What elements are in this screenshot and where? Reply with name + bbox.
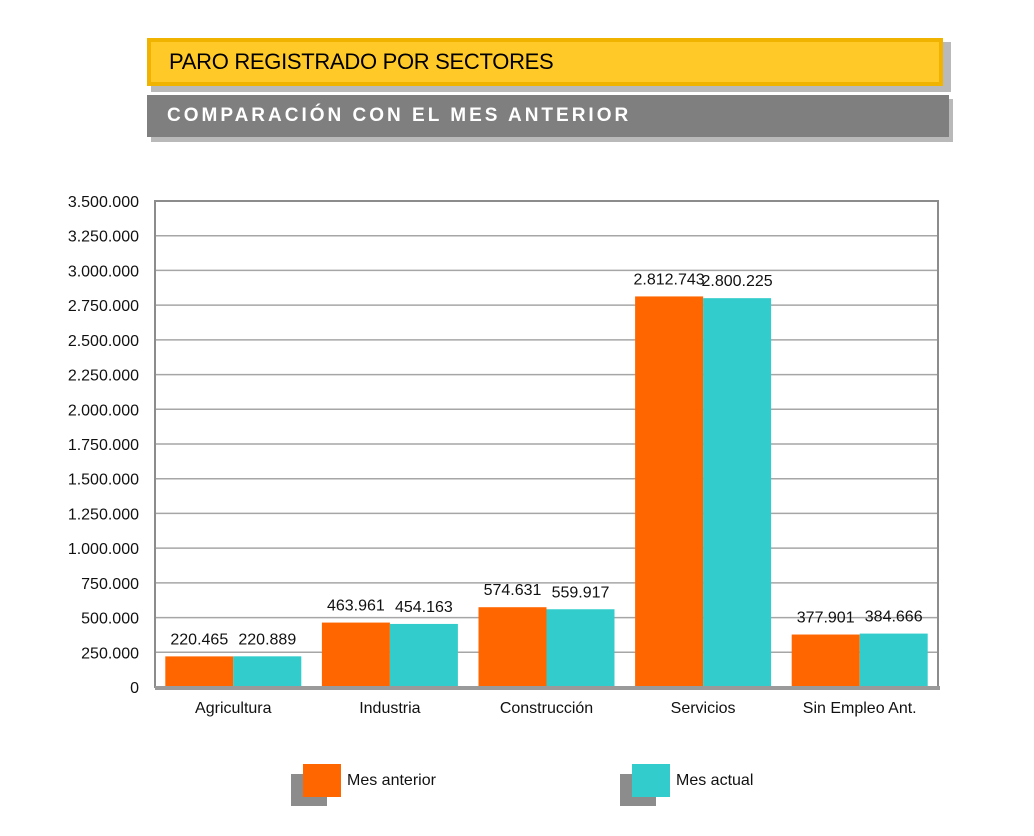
legend-swatch-mes-anterior bbox=[303, 764, 341, 797]
legend-label-mes-anterior: Mes anterior bbox=[347, 772, 436, 789]
y-tick-label: 3.250.000 bbox=[68, 229, 139, 246]
y-tick-label: 2.750.000 bbox=[68, 298, 139, 315]
y-tick-label: 0 bbox=[130, 680, 139, 697]
data-label: 220.889 bbox=[238, 631, 296, 648]
chart-title: PARO REGISTRADO POR SECTORES bbox=[147, 38, 943, 86]
gridlines bbox=[155, 200, 938, 654]
bar-mes-anterior bbox=[165, 656, 234, 687]
y-tick-label: 1.000.000 bbox=[68, 541, 139, 558]
x-axis-tick-labels: Agricultura Industria Construcción Servicio… bbox=[195, 700, 917, 717]
data-labels: 220.465 220.889 463.961 454.163 574.631 559.9… bbox=[170, 271, 922, 648]
data-label: 220.465 bbox=[170, 631, 228, 648]
y-tick-label: 3.500.000 bbox=[68, 194, 139, 211]
data-label: 2.812.743 bbox=[634, 271, 705, 288]
legend-label-mes-actual: Mes actual bbox=[676, 772, 754, 789]
y-tick-label: 250.000 bbox=[81, 645, 139, 662]
x-tick-label: Servicios bbox=[671, 700, 736, 717]
bar-mes-actual bbox=[859, 633, 928, 687]
y-tick-label: 1.500.000 bbox=[68, 472, 139, 489]
x-tick-label: Industria bbox=[359, 700, 420, 717]
data-label: 377.901 bbox=[797, 610, 855, 627]
bar-mes-actual bbox=[233, 656, 302, 687]
x-tick-label: Construcción bbox=[500, 700, 593, 717]
bar-mes-actual bbox=[703, 298, 772, 687]
y-tick-label: 2.000.000 bbox=[68, 402, 139, 419]
data-label: 2.800.225 bbox=[702, 273, 773, 290]
data-label: 384.666 bbox=[865, 609, 923, 626]
y-tick-label: 1.750.000 bbox=[68, 437, 139, 454]
bar-mes-anterior bbox=[478, 607, 547, 687]
x-tick-label: Agricultura bbox=[195, 700, 272, 717]
y-tick-label: 500.000 bbox=[81, 611, 139, 628]
y-axis-tick-labels: 0 250.000 500.000 750.000 1.000.000 1.250.000… bbox=[68, 194, 139, 697]
y-tick-label: 3.000.000 bbox=[68, 263, 139, 280]
legend-swatch-mes-actual bbox=[632, 764, 670, 797]
bar-mes-actual bbox=[389, 623, 458, 687]
chart-subtitle: COMPARACIÓN CON EL MES ANTERIOR bbox=[147, 95, 949, 137]
y-tick-label: 750.000 bbox=[81, 576, 139, 593]
bar-mes-anterior bbox=[321, 622, 390, 687]
bar-mes-anterior bbox=[791, 634, 860, 687]
y-tick-label: 2.250.000 bbox=[68, 368, 139, 385]
y-tick-label: 2.500.000 bbox=[68, 333, 139, 350]
legend-item-mes-anterior: Mes anterior bbox=[291, 764, 436, 806]
bar-mes-actual bbox=[546, 609, 615, 687]
data-label: 574.631 bbox=[484, 582, 542, 599]
y-tick-label: 1.250.000 bbox=[68, 506, 139, 523]
data-label: 463.961 bbox=[327, 598, 385, 615]
data-label: 559.917 bbox=[552, 584, 610, 601]
bars bbox=[165, 296, 928, 687]
bar-mes-anterior bbox=[635, 296, 704, 687]
x-tick-label: Sin Empleo Ant. bbox=[803, 700, 917, 717]
legend-item-mes-actual: Mes actual bbox=[620, 764, 754, 806]
data-label: 454.163 bbox=[395, 599, 453, 616]
